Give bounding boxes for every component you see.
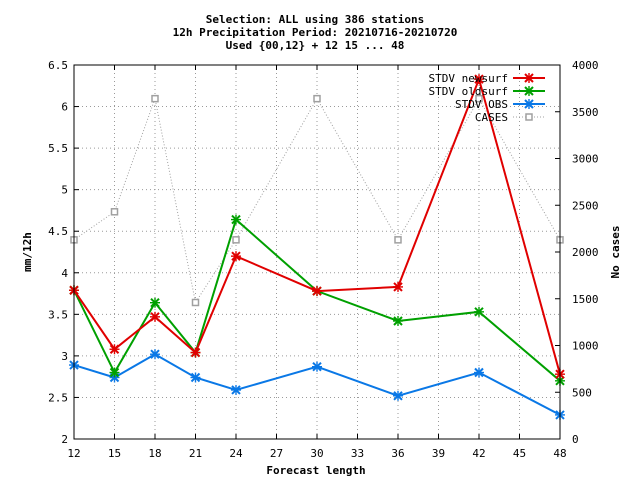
data-point-stdv-obs — [393, 390, 403, 401]
x-tick-label: 30 — [310, 447, 323, 460]
data-point-stdv-oldsurf — [109, 367, 120, 378]
x-tick-label: 39 — [432, 447, 445, 460]
x-tick-label: 27 — [270, 447, 283, 460]
legend-marker — [524, 99, 534, 109]
x-axis-label: Forecast length — [266, 464, 365, 477]
legend-item-stdv-newsurf: STDV newsurf — [429, 72, 545, 85]
y-tick-label: 6.5 — [48, 59, 68, 72]
x-tick-label: 12 — [67, 447, 80, 460]
legend-marker — [524, 73, 534, 83]
y2-tick-label: 1000 — [572, 340, 599, 353]
x-tick-label: 48 — [553, 447, 566, 460]
y2-tick-label: 2500 — [572, 199, 599, 212]
y-tick-label: 4.5 — [48, 225, 68, 238]
y-tick-label: 2.5 — [48, 391, 68, 404]
data-point-stdv-newsurf — [231, 251, 241, 262]
data-point-stdv-obs — [231, 384, 241, 395]
data-point-stdv-oldsurf — [474, 306, 484, 317]
data-point-stdv-oldsurf — [150, 297, 160, 308]
data-point-stdv-obs — [312, 361, 322, 372]
y2-tick-label: 0 — [572, 433, 579, 446]
y-tick-label: 5.5 — [48, 142, 68, 155]
y2-tick-label: 4000 — [572, 59, 599, 72]
y2-axis-label: No cases — [609, 226, 622, 279]
data-point-stdv-newsurf — [109, 344, 120, 355]
series-stdv-newsurf — [69, 74, 565, 380]
y-tick-label: 6 — [61, 101, 68, 114]
data-point-stdv-obs — [150, 349, 160, 360]
x-tick-label: 36 — [391, 447, 404, 460]
y-tick-label: 3 — [61, 350, 68, 363]
y-tick-label: 3.5 — [48, 308, 68, 321]
y2-tick-label: 2000 — [572, 246, 599, 259]
data-point-cases — [110, 208, 119, 216]
axis-ticks: 12 15 18 21 24 27 30 33 36 39 42 45 48 2 2.5 3 3.5 4 4.5 5 5… — [48, 59, 598, 460]
legend-item-stdv-obs: STDV OBS — [455, 98, 545, 111]
y2-tick-label: 3000 — [572, 153, 599, 166]
y-tick-label: 5 — [61, 184, 68, 197]
legend-label: STDV oldsurf — [429, 85, 508, 98]
data-point-stdv-obs — [190, 372, 201, 383]
series-cases — [70, 94, 564, 307]
x-tick-label: 21 — [189, 447, 202, 460]
data-point-cases — [394, 236, 402, 244]
data-point-stdv-newsurf — [150, 311, 160, 322]
legend-marker — [525, 113, 533, 121]
legend-label: CASES — [475, 111, 508, 124]
y-tick-label: 4 — [61, 267, 68, 280]
x-tick-label: 18 — [148, 447, 161, 460]
x-tick-label: 42 — [472, 447, 485, 460]
data-point-cases — [313, 94, 321, 103]
y-axis-label: mm/12h — [21, 232, 34, 272]
chart-title-line-3: Used {00,12} + 12 15 ... 48 — [226, 39, 405, 52]
legend-label: STDV OBS — [455, 98, 508, 111]
data-point-stdv-newsurf — [312, 286, 322, 297]
data-point-stdv-newsurf — [190, 347, 201, 358]
chart-title-line-1: Selection: ALL using 386 stations — [206, 13, 425, 26]
x-tick-label: 15 — [108, 447, 121, 460]
data-point-stdv-newsurf — [393, 281, 403, 292]
data-point-cases — [232, 236, 240, 244]
y2-tick-label: 3500 — [572, 106, 599, 119]
legend-label: STDV newsurf — [429, 72, 508, 85]
legend-item-stdv-oldsurf: STDV oldsurf — [429, 85, 545, 98]
legend-item-cases: CASES — [475, 111, 545, 124]
y2-tick-label: 500 — [572, 386, 592, 399]
y-tick-label: 2 — [61, 433, 68, 446]
data-point-stdv-oldsurf — [231, 214, 241, 225]
chart-title-line-2: 12h Precipitation Period: 20210716-20210… — [173, 26, 458, 39]
legend-marker — [524, 86, 534, 96]
data-point-cases — [191, 298, 200, 307]
data-point-cases — [475, 94, 483, 103]
data-point-stdv-newsurf — [474, 74, 484, 85]
x-tick-label: 45 — [513, 447, 526, 460]
series-line-stdv-oldsurf — [73, 217, 561, 382]
data-point-stdv-obs — [474, 367, 484, 378]
y2-tick-label: 1500 — [572, 293, 599, 306]
x-tick-label: 24 — [229, 447, 243, 460]
data-point-cases — [151, 94, 159, 103]
x-tick-label: 33 — [351, 447, 364, 460]
data-point-stdv-oldsurf — [393, 315, 403, 326]
